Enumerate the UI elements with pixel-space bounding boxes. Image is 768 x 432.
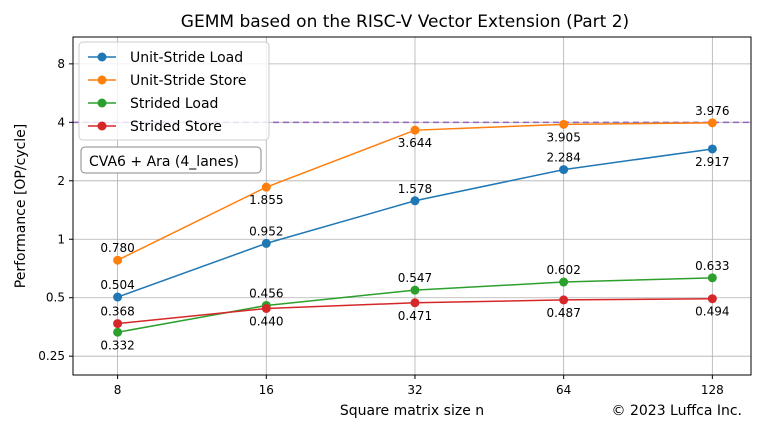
- data-label: 0.547: [398, 271, 432, 285]
- data-label: 0.494: [695, 305, 729, 319]
- data-label: 2.917: [695, 155, 729, 169]
- data-point: [261, 303, 271, 313]
- data-point: [410, 125, 420, 135]
- y-axis-label: Performance [OP/cycle]: [13, 124, 29, 288]
- legend-entry: Unit-Stride Load: [130, 50, 243, 66]
- data-label: 0.952: [249, 224, 283, 238]
- series-layer: [113, 118, 717, 337]
- data-label: 0.440: [249, 314, 283, 328]
- data-point: [261, 238, 271, 248]
- plot-frame: [72, 36, 752, 376]
- data-label: 0.504: [100, 278, 134, 292]
- data-label: 0.332: [100, 338, 134, 352]
- legend-entry: Unit-Stride Store: [130, 73, 247, 89]
- y-tick-label: 8: [57, 57, 65, 71]
- data-label: 3.644: [398, 136, 432, 150]
- copyright-text: © 2023 Luffca Inc.: [612, 403, 742, 419]
- data-point: [410, 298, 420, 308]
- data-label: 3.905: [546, 130, 580, 144]
- annotation-frame: [80, 146, 262, 174]
- legend-entry: Strided Store: [130, 119, 222, 135]
- data-label: 0.456: [249, 286, 283, 300]
- data-label: 1.578: [398, 182, 432, 196]
- data-point: [113, 327, 123, 337]
- chart-title: GEMM based on the RISC-V Vector Extensio…: [181, 12, 629, 32]
- legend-box: [78, 41, 270, 141]
- legend-entry: Strided Load: [130, 96, 218, 112]
- legend-marker: [97, 52, 107, 62]
- x-tick-label: 32: [407, 383, 422, 397]
- data-label: 0.633: [695, 259, 729, 273]
- data-point: [261, 182, 271, 192]
- data-label: 3.976: [695, 104, 729, 118]
- annotation-box: CVA6 + Ara (4_lanes): [80, 146, 262, 174]
- data-point: [410, 196, 420, 206]
- legend: Unit-Stride Load Unit-Stride Store Strided…: [78, 41, 270, 141]
- data-point: [559, 119, 569, 129]
- data-point: [707, 294, 717, 304]
- data-point: [113, 319, 123, 329]
- legend-marker: [97, 75, 107, 85]
- data-label: 2.284: [546, 151, 580, 165]
- data-point: [707, 118, 717, 128]
- annotation-text: CVA6 + Ara (4_lanes): [89, 154, 239, 170]
- data-label: 0.780: [100, 241, 134, 255]
- legend-marker: [97, 121, 107, 131]
- y-tick-label: 4: [57, 115, 65, 129]
- axis-ticks: 8 16 32 64 128 0.25 0.5 1 2 4 8: [38, 57, 724, 397]
- data-point: [559, 277, 569, 287]
- data-point: [559, 295, 569, 305]
- y-tick-label: 0.25: [38, 349, 65, 363]
- data-labels: 0.504 0.952 1.578 2.284 2.917 0.780 1.855 3.644…: [100, 104, 729, 352]
- data-point: [113, 292, 123, 302]
- data-label: 0.471: [398, 309, 432, 323]
- x-tick-label: 16: [259, 383, 274, 397]
- legend-marker: [97, 98, 107, 108]
- data-point: [113, 255, 123, 265]
- data-label: 1.855: [249, 193, 283, 207]
- x-tick-label: 64: [556, 383, 571, 397]
- x-axis-label: Square matrix size n: [340, 403, 484, 419]
- data-point: [559, 165, 569, 175]
- y-tick-label: 2: [57, 174, 65, 188]
- y-tick-label: 0.5: [46, 291, 65, 305]
- data-point: [410, 285, 420, 295]
- data-label: 0.368: [100, 305, 134, 319]
- data-point: [707, 273, 717, 283]
- data-point: [707, 144, 717, 154]
- y-tick-label: 1: [57, 232, 65, 246]
- data-label: 0.602: [546, 263, 580, 277]
- data-label: 0.487: [546, 306, 580, 320]
- x-tick-label: 8: [114, 383, 122, 397]
- x-tick-label: 128: [701, 383, 724, 397]
